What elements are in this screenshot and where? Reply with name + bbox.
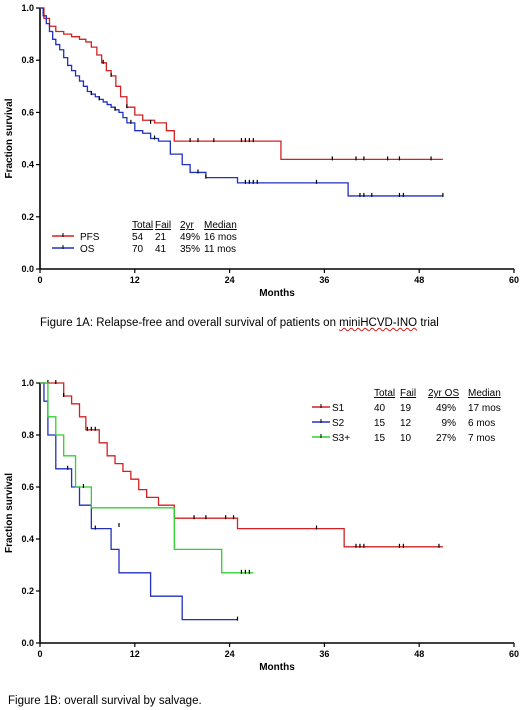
y-tick-label: 0.2 (21, 212, 34, 222)
y-tick-label: 0.8 (21, 430, 34, 440)
legend-label: S2 (332, 418, 345, 429)
series-line-pfs (40, 7, 443, 161)
y-tick-label: 0.0 (21, 638, 34, 648)
legend-label: S1 (332, 403, 345, 414)
legend-label: S3+ (332, 433, 350, 444)
series-line-s2 (40, 382, 238, 621)
y-axis-title: Fraction survival (4, 473, 15, 553)
legend-total: 40 (374, 403, 386, 414)
legend-total: 15 (374, 418, 386, 429)
y-tick-label: 0.8 (21, 55, 34, 65)
legend-total: 70 (132, 244, 144, 255)
legend-fail: 12 (400, 418, 412, 429)
x-tick-label: 48 (414, 649, 424, 659)
legend-label: OS (80, 244, 95, 255)
x-tick-label: 48 (414, 275, 424, 285)
legend-median: 7 mos (468, 433, 495, 444)
legend-rate: 35% (180, 244, 200, 255)
x-tick-label: 36 (319, 649, 329, 659)
legend-median: 16 mos (204, 232, 237, 243)
y-tick-label: 0.6 (21, 107, 34, 117)
legend-rate: 49% (436, 403, 456, 414)
legend-header: Total (132, 220, 153, 231)
y-axis-title: Fraction survival (4, 98, 15, 178)
y-tick-label: 0.0 (21, 264, 34, 274)
legend-total: 15 (374, 433, 386, 444)
legend-header: Median (204, 220, 237, 231)
legend-median: 17 mos (468, 403, 501, 414)
caption-a-suffix: trial (417, 317, 439, 329)
legend-fail: 41 (155, 244, 167, 255)
legend-total: 54 (132, 232, 144, 243)
x-tick-label: 24 (225, 649, 235, 659)
legend-header: Total (374, 388, 395, 399)
x-tick-label: 24 (225, 275, 235, 285)
x-tick-label: 60 (509, 649, 519, 659)
legend-header: 2yr OS (428, 388, 459, 399)
legend-fail: 19 (400, 403, 412, 414)
x-tick-label: 60 (509, 275, 519, 285)
legend-median: 6 mos (468, 418, 495, 429)
chart-b: 0.0 0.2 0.4 0.6 0.8 1.0 0 12 24 36 48 60 Months Fract… (4, 378, 519, 673)
y-tick-label: 0.2 (21, 586, 34, 596)
x-tick-label: 12 (130, 649, 140, 659)
legend-label: PFS (80, 232, 100, 243)
legend-fail: 10 (400, 433, 412, 444)
x-tick-label: 0 (37, 275, 42, 285)
legend-header: Fail (155, 220, 171, 231)
chart-a: 0.0 0.2 0.4 0.6 0.8 1.0 0 12 24 36 48 60 Months Fract… (4, 3, 519, 299)
y-tick-label: 0.6 (21, 482, 34, 492)
legend-header: Median (468, 388, 501, 399)
legend-median: 11 mos (204, 244, 236, 255)
x-axis-title: Months (259, 662, 295, 673)
caption-figure-1b: Figure 1B: overall survival by salvage. (8, 695, 202, 707)
x-tick-label: 12 (130, 275, 140, 285)
y-tick-label: 1.0 (21, 3, 34, 13)
y-tick-label: 0.4 (21, 534, 34, 544)
caption-a-trial-name: miniHCVD-INO (339, 317, 418, 329)
legend-header: 2yr (180, 220, 195, 231)
series-line-s3plus (40, 382, 254, 574)
series-line-os (40, 7, 443, 197)
legend-fail: 21 (155, 232, 167, 243)
caption-figure-1a: Figure 1A: Relapse-free and overall surv… (40, 317, 439, 329)
x-axis-title: Months (259, 288, 295, 299)
legend-rate: 9% (442, 418, 457, 429)
legend-rate: 49% (180, 232, 200, 243)
x-tick-label: 36 (319, 275, 329, 285)
caption-a-prefix: Figure 1A: Relapse-free and overall surv… (40, 317, 340, 329)
y-tick-label: 1.0 (21, 378, 34, 388)
y-tick-label: 0.4 (21, 160, 34, 170)
legend-rate: 27% (436, 433, 456, 444)
x-tick-label: 0 (37, 649, 42, 659)
legend-header: Fail (400, 388, 416, 399)
